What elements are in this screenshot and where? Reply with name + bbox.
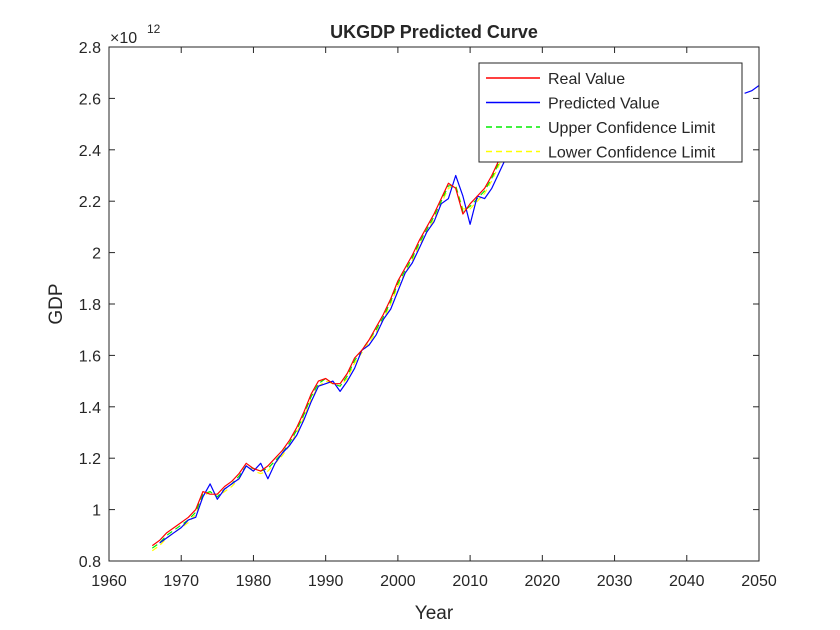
series-line-real-value xyxy=(151,144,507,547)
series-line-predicted-value-forecast xyxy=(744,85,759,94)
y-axis-exponent: ×10 12 xyxy=(110,22,161,47)
legend-label-upper-confidence-limit: Upper Confidence Limit xyxy=(548,120,716,137)
x-tick-label: 1990 xyxy=(308,573,344,590)
y-tick-label: 2.8 xyxy=(79,40,101,57)
legend-label-real-value: Real Value xyxy=(548,71,625,88)
x-axis: 1960 1970 1980 1990 2000 2010 2020 2030 2040 2050 xyxy=(91,47,777,590)
y-tick-label: 1.6 xyxy=(79,348,101,365)
legend-box xyxy=(478,62,743,163)
exponent-base: ×10 xyxy=(110,30,137,47)
y-tick-label: 2.4 xyxy=(79,143,101,160)
y-tick-label: 1.2 xyxy=(79,451,101,468)
x-axis-label: Year xyxy=(415,603,454,624)
x-tick-label: 1960 xyxy=(91,573,127,590)
x-tick-label: 2010 xyxy=(452,573,488,590)
y-tick-label: 2.2 xyxy=(79,194,101,211)
y-tick-label: 2 xyxy=(92,246,101,263)
series-line-predicted-value xyxy=(159,144,514,544)
x-tick-label: 1970 xyxy=(163,573,199,590)
y-tick-label: 0.8 xyxy=(79,554,101,571)
y-tick-label: 1.4 xyxy=(79,400,101,417)
x-tick-label: 2040 xyxy=(669,573,705,590)
chart-title: UKGDP Predicted Curve xyxy=(330,22,538,42)
legend-label-predicted-value: Predicted Value xyxy=(548,96,660,113)
series-layer xyxy=(151,85,759,552)
x-tick-label: 2000 xyxy=(380,573,416,590)
x-tick-label: 1980 xyxy=(236,573,272,590)
legend: Real Value Predicted Value Upper Confidenc… xyxy=(478,62,743,163)
y-tick-label: 1.8 xyxy=(79,297,101,314)
y-tick-label: 2.6 xyxy=(79,91,101,108)
x-tick-label: 2030 xyxy=(597,573,633,590)
y-axis: 0.8 1 1.2 1.4 1.6 1.8 2 2.2 2.4 2.6 2.8 xyxy=(79,40,759,571)
x-tick-label: 2020 xyxy=(525,573,561,590)
y-tick-label: 1 xyxy=(92,503,101,520)
x-tick-label: 2050 xyxy=(741,573,777,590)
y-axis-label: GDP xyxy=(46,283,67,324)
exponent-power: 12 xyxy=(147,22,161,36)
legend-label-lower-confidence-limit: Lower Confidence Limit xyxy=(548,145,716,162)
